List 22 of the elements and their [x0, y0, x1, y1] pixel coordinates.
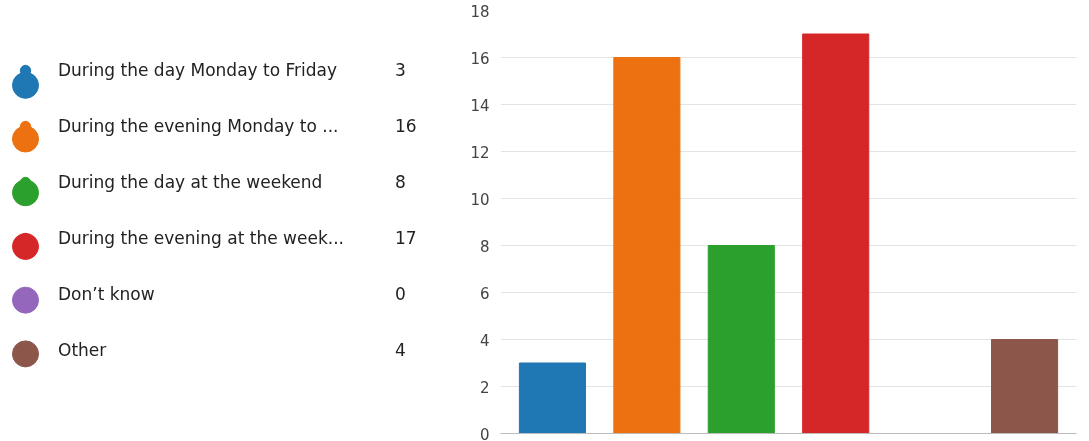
- y-tick-label: 16: [470, 49, 490, 68]
- y-tick-label: 2: [479, 378, 490, 397]
- text: 4: [395, 339, 407, 362]
- legend-label: During the day at the weekend: [58, 171, 323, 194]
- text: 16: [395, 115, 417, 138]
- text: 17: [395, 227, 417, 250]
- y-tick-label: 12: [470, 143, 490, 162]
- text: 3: [395, 59, 407, 82]
- y-tick-label: 4: [479, 331, 490, 350]
- y-tick-label: 0: [479, 425, 490, 441]
- legend-label: During the evening Monday to ...: [58, 115, 339, 138]
- y-tick-label: 10: [470, 190, 490, 209]
- y-tick-label: 14: [470, 96, 490, 115]
- legend-label: During the day Monday to Friday: [58, 59, 338, 82]
- legend-label: Don’t know: [58, 283, 155, 306]
- legend-label: Other: [58, 339, 107, 362]
- legend-label: During the evening at the week...: [58, 227, 344, 250]
- y-tick-label: 18: [470, 2, 490, 21]
- text: 8: [395, 171, 407, 194]
- text: 0: [395, 283, 407, 306]
- y-tick-label: 6: [479, 284, 490, 303]
- y-tick-label: 8: [479, 237, 490, 256]
